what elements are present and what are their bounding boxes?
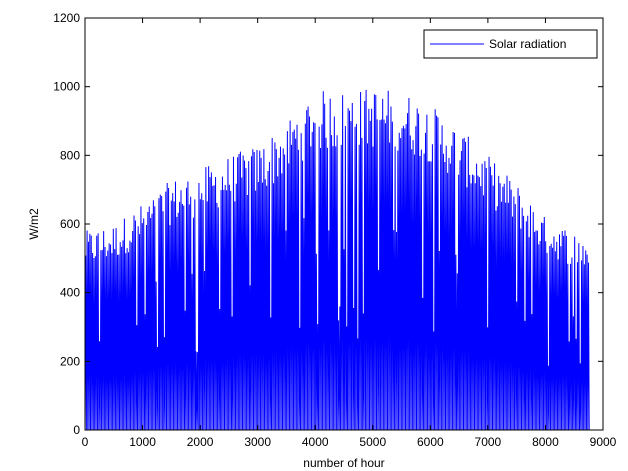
- legend: Solar radiation: [423, 29, 598, 59]
- legend-box: [423, 29, 598, 59]
- y-axis-label: W/m2: [27, 208, 41, 240]
- x-tick-label: 0: [82, 435, 89, 449]
- series-layer: [84, 89, 590, 431]
- x-tick-label: 9000: [590, 435, 617, 449]
- tick-layer: 0 1000 2000 3000 4000 5000 6000 7000 8000 9000 0 20…: [53, 11, 616, 449]
- y-tick-label: 0: [73, 423, 80, 437]
- x-tick-label: 6000: [417, 435, 444, 449]
- x-tick-label: 2000: [187, 435, 214, 449]
- x-axis-label: number of hour: [303, 456, 384, 470]
- legend-entry-solar-radiation: Solar radiation: [489, 37, 566, 51]
- y-tick-label: 200: [60, 354, 80, 368]
- y-tick-label: 1000: [53, 80, 80, 94]
- x-tick-label: 8000: [532, 435, 559, 449]
- x-tick-label: 1000: [129, 435, 156, 449]
- series-line-solar-radiation: [84, 89, 590, 431]
- y-tick-label: 400: [60, 286, 80, 300]
- x-tick-label: 5000: [359, 435, 386, 449]
- y-tick-label: 600: [60, 217, 80, 231]
- x-tick-label: 3000: [244, 435, 271, 449]
- y-tick-label: 1200: [53, 11, 80, 25]
- y-tick-label: 800: [60, 148, 80, 162]
- x-tick-label: 4000: [302, 435, 329, 449]
- x-tick-label: 7000: [475, 435, 502, 449]
